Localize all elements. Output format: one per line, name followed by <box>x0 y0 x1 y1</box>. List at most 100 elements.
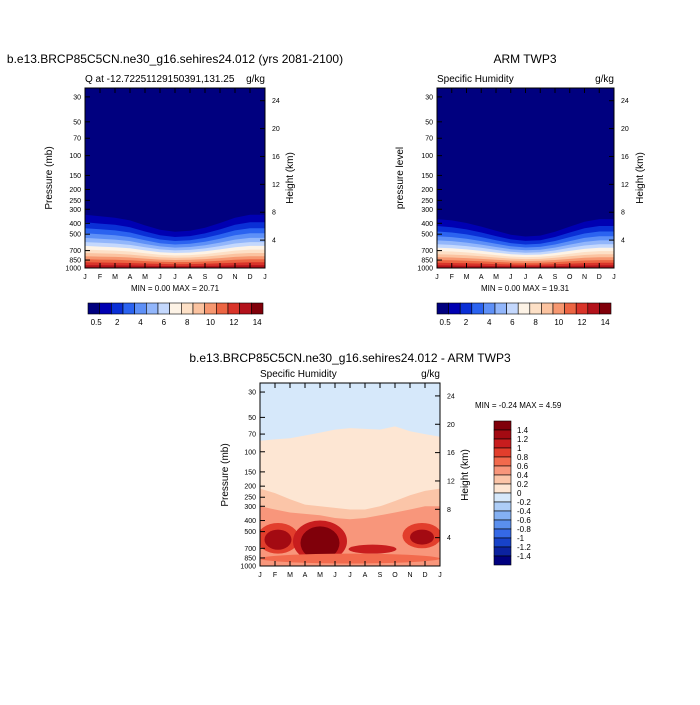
y-tick-label: 100 <box>244 449 256 456</box>
colorbar-swatch <box>494 302 507 315</box>
colorbar-swatch <box>564 302 577 315</box>
x-tick-label: O <box>392 572 398 579</box>
colorbar-label: 1.2 <box>517 435 529 444</box>
x-tick-label: A <box>188 274 193 281</box>
panel1-ylabel-right: Height (km) <box>285 152 296 204</box>
x-tick-label: J <box>333 572 337 579</box>
colorbar-swatch <box>599 302 612 315</box>
x-tick-label: J <box>263 274 267 281</box>
colorbar-label: -0.8 <box>517 525 531 534</box>
y-tick-label: 700 <box>69 248 81 255</box>
y-tick-label: 1000 <box>240 564 256 571</box>
height-tick-label: 16 <box>272 154 280 161</box>
colorbar-swatch <box>529 302 542 315</box>
colorbar-swatch <box>493 528 512 539</box>
panel2-stats: MIN = 0.00 MAX = 19.31 <box>481 284 570 293</box>
colorbar-label: -1.4 <box>517 552 531 561</box>
colorbar-swatch <box>436 302 449 315</box>
colorbar-label: 12 <box>578 318 587 327</box>
x-tick-label: F <box>273 572 277 579</box>
y-tick-label: 150 <box>244 469 256 476</box>
colorbar-label: 0.5 <box>91 318 103 327</box>
y-tick-label: 100 <box>69 153 81 160</box>
y-tick-label: 50 <box>248 415 256 422</box>
x-tick-label: M <box>464 274 470 281</box>
colorbar-swatch <box>541 302 554 315</box>
y-tick-label: 400 <box>421 221 433 228</box>
y-tick-label: 850 <box>244 555 256 562</box>
x-tick-label: J <box>524 274 528 281</box>
y-tick-label: 70 <box>425 136 433 143</box>
panel3-ticks: J F M A M J J A S O N D J 30 50 70 100 150 200 250 300 400 500… <box>240 383 455 579</box>
panel2-title: ARM TWP3 <box>493 52 556 66</box>
panel2-units: g/kg <box>595 74 614 85</box>
colorbar-swatch <box>99 302 112 315</box>
x-tick-label: D <box>422 572 427 579</box>
panel3-heatmap <box>260 383 440 566</box>
colorbar-label: -0.6 <box>517 516 531 525</box>
height-tick-label: 8 <box>447 507 451 514</box>
colorbar-label: -1 <box>517 534 525 543</box>
panel2-subtitle: Specific Humidity <box>437 74 514 85</box>
colorbar-label: 2 <box>115 318 120 327</box>
panel3-ylabel: Pressure (mb) <box>220 443 231 506</box>
height-tick-label: 4 <box>272 238 276 245</box>
colorbar-label: 0.4 <box>517 471 529 480</box>
colorbar-label: 1.4 <box>517 426 529 435</box>
colorbar-label: 0.6 <box>517 462 529 471</box>
colorbar-swatch <box>506 302 519 315</box>
height-tick-label: 24 <box>272 98 280 105</box>
y-tick-label: 400 <box>244 518 256 525</box>
colorbar-swatch <box>493 420 512 431</box>
colorbar-swatch <box>157 302 170 315</box>
panel2-ylabel: pressure level <box>395 147 406 209</box>
x-tick-label: M <box>287 572 293 579</box>
y-tick-label: 150 <box>421 173 433 180</box>
panel3-subtitle: Specific Humidity <box>260 369 337 380</box>
colorbar-swatch <box>483 302 496 315</box>
y-tick-label: 300 <box>69 207 81 214</box>
x-tick-label: O <box>217 274 223 281</box>
x-tick-label: J <box>438 572 442 579</box>
colorbar-swatch <box>493 483 512 494</box>
colorbar-swatch <box>493 537 512 548</box>
colorbar-swatch <box>587 302 600 315</box>
colorbar-label: 0.2 <box>517 480 529 489</box>
colorbar-swatch <box>575 302 589 315</box>
colorbar-swatch <box>493 438 512 449</box>
colorbar-label: 0.5 <box>440 318 452 327</box>
colorbar-label: 6 <box>510 318 515 327</box>
colorbar-swatch <box>111 302 124 315</box>
colorbar-swatch <box>493 492 512 503</box>
y-tick-label: 150 <box>69 173 81 180</box>
x-tick-label: N <box>407 572 412 579</box>
height-tick-label: 12 <box>447 478 455 485</box>
difference-blob <box>264 529 292 550</box>
y-tick-label: 50 <box>73 119 81 126</box>
x-tick-label: M <box>493 274 499 281</box>
colorbar-label: 8 <box>533 318 538 327</box>
panel1-ticks: J F M A M J J A S O N D J 30 50 70 100 150 200 250 300 400 500… <box>65 88 280 281</box>
difference-blob <box>410 529 434 545</box>
x-tick-label: J <box>509 274 513 281</box>
colorbar-swatch <box>146 302 159 315</box>
y-tick-label: 300 <box>421 207 433 214</box>
x-tick-label: N <box>232 274 237 281</box>
colorbar-swatch <box>493 501 512 512</box>
x-tick-label: J <box>173 274 177 281</box>
y-tick-label: 250 <box>69 198 81 205</box>
colorbar-swatch <box>493 510 512 521</box>
colorbar-swatch <box>134 302 147 315</box>
height-tick-label: 16 <box>447 450 455 457</box>
panel1-subtitle: Q at -12.7225112915039​1,131.25 <box>85 74 235 85</box>
y-tick-label: 1000 <box>65 266 81 273</box>
y-tick-label: 1000 <box>417 266 433 273</box>
panel1-title: b.e13.BRCP85C5CN.ne30_g16.sehires24.012 … <box>7 52 343 66</box>
height-tick-label: 12 <box>621 182 629 189</box>
colorbar-swatch <box>204 302 217 315</box>
colorbar-label: 4 <box>138 318 143 327</box>
y-tick-label: 300 <box>244 504 256 511</box>
colorbar-swatch <box>448 302 461 315</box>
colorbar-swatch <box>493 519 512 530</box>
